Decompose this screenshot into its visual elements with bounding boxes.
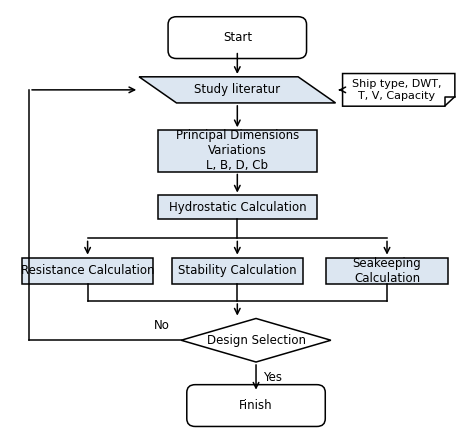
Polygon shape <box>181 318 331 362</box>
FancyBboxPatch shape <box>187 385 325 426</box>
Bar <box>172 258 303 284</box>
Bar <box>22 258 153 284</box>
Bar <box>158 195 317 220</box>
Bar <box>158 130 317 172</box>
Text: Seakeeping
Calculation: Seakeeping Calculation <box>353 257 421 284</box>
Text: Study literatur: Study literatur <box>194 83 281 97</box>
Text: Stability Calculation: Stability Calculation <box>178 264 297 277</box>
Text: Ship type, DWT,
T, V, Capacity: Ship type, DWT, T, V, Capacity <box>352 79 441 101</box>
FancyBboxPatch shape <box>168 17 307 59</box>
Text: Yes: Yes <box>263 371 282 384</box>
Text: Resistance Calculation: Resistance Calculation <box>21 264 155 277</box>
Text: Principal Dimensions
Variations
L, B, D, Cb: Principal Dimensions Variations L, B, D,… <box>176 129 299 172</box>
Bar <box>326 258 448 284</box>
Text: No: No <box>154 319 170 333</box>
Text: Hydrostatic Calculation: Hydrostatic Calculation <box>168 201 306 214</box>
Polygon shape <box>343 74 455 106</box>
Polygon shape <box>139 77 336 103</box>
Text: Finish: Finish <box>239 399 273 412</box>
Text: Start: Start <box>223 31 252 44</box>
Text: Design Selection: Design Selection <box>207 334 306 347</box>
